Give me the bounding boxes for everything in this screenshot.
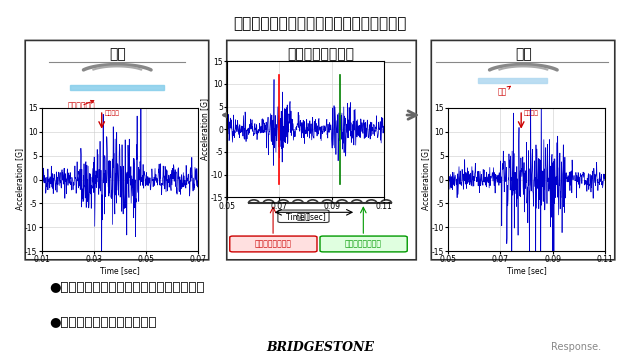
FancyBboxPatch shape — [431, 41, 615, 260]
Text: 振動増加: 振動増加 — [524, 110, 539, 116]
Bar — [70, 84, 164, 90]
Text: ●特徴が現れる位置が異なる: ●特徴が現れる位置が異なる — [49, 316, 157, 329]
Text: BRIDGESTONE: BRIDGESTONE — [266, 341, 374, 354]
Text: 振動増加: 振動増加 — [104, 110, 119, 116]
FancyBboxPatch shape — [227, 41, 416, 260]
Text: 凍結: 凍結 — [515, 47, 532, 61]
X-axis label: Time [sec]: Time [sec] — [100, 266, 140, 275]
X-axis label: Time [sec]: Time [sec] — [285, 212, 326, 221]
Text: ●路面状態に応じて特徴的な波形が生じる: ●路面状態に応じて特徴的な波形が生じる — [49, 281, 205, 294]
Bar — [477, 78, 547, 83]
Text: 路面状態毎に生じるタイヤ振動波形の特徴: 路面状態毎に生じるタイヤ振動波形の特徴 — [234, 16, 406, 31]
Y-axis label: Acceleration [G]: Acceleration [G] — [200, 98, 209, 160]
FancyBboxPatch shape — [230, 236, 317, 252]
FancyBboxPatch shape — [278, 210, 329, 223]
Text: 水膜にあたる: 水膜にあたる — [67, 101, 95, 110]
FancyBboxPatch shape — [320, 236, 407, 252]
Y-axis label: Acceleration [G]: Acceleration [G] — [15, 149, 24, 210]
Text: 湿潤: 湿潤 — [109, 47, 125, 61]
Text: 接地端部（踏出）: 接地端部（踏出） — [345, 239, 382, 248]
Text: 滑る: 滑る — [497, 86, 511, 97]
Text: 接地面: 接地面 — [297, 212, 310, 221]
Text: Response.: Response. — [552, 342, 602, 352]
FancyBboxPatch shape — [25, 41, 209, 260]
Y-axis label: Acceleration [G]: Acceleration [G] — [421, 149, 430, 210]
Text: 接地端部（踏込）: 接地端部（踏込） — [255, 239, 292, 248]
Text: 乾燥アスファルト: 乾燥アスファルト — [288, 47, 355, 61]
X-axis label: Time [sec]: Time [sec] — [506, 266, 547, 275]
